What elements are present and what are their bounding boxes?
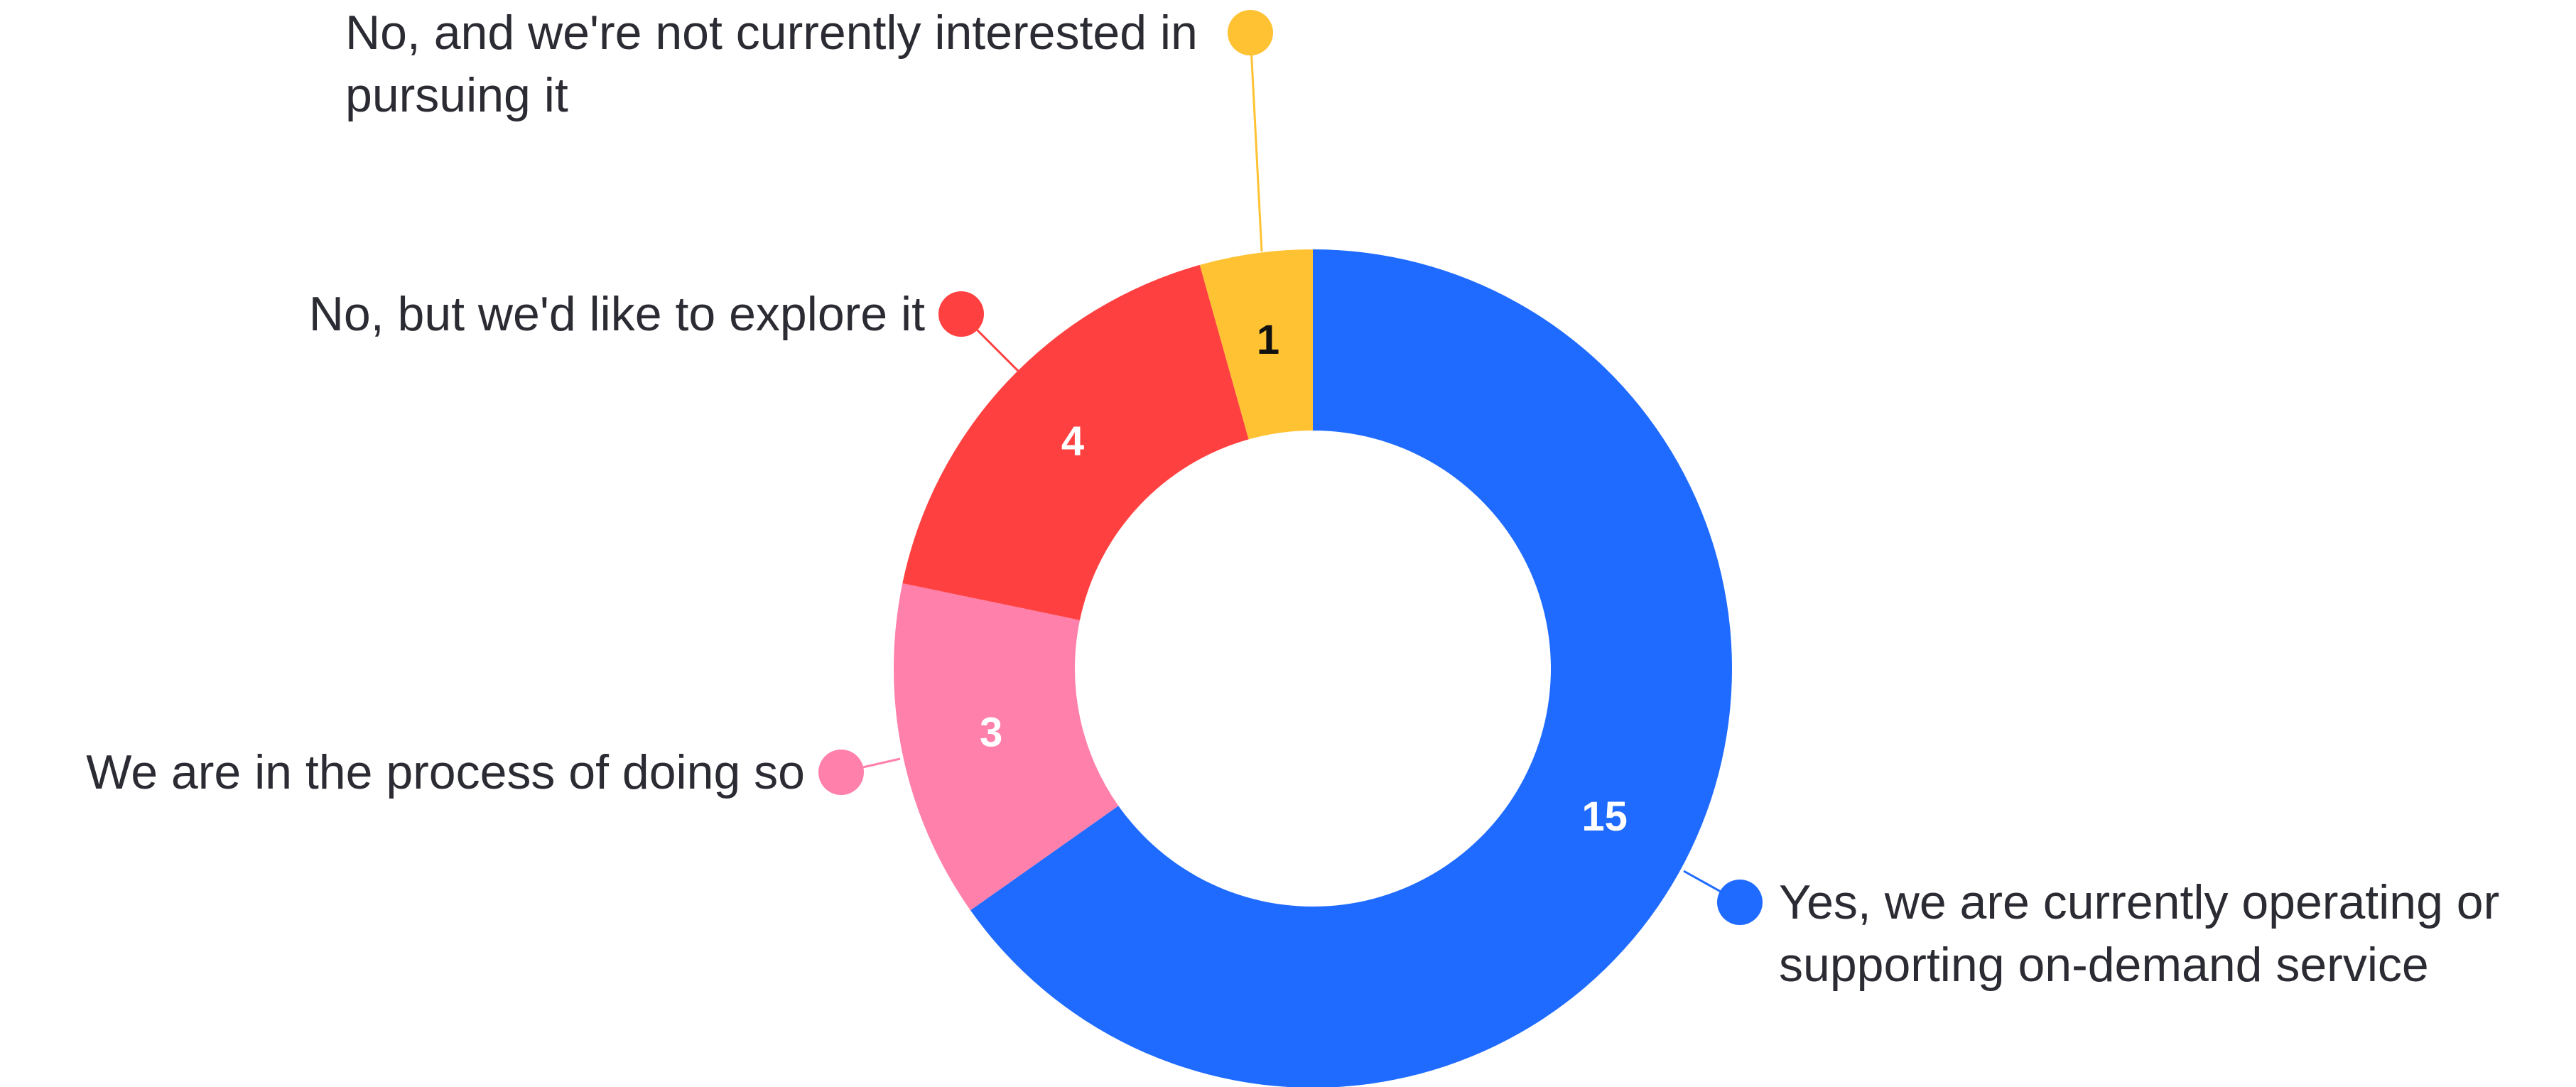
data-label: 15 (1581, 794, 1628, 840)
donut-slice (970, 249, 1733, 1087)
donut-slice (1199, 249, 1313, 440)
category-label: We are in the process of doing so (86, 745, 805, 799)
data-label: 3 (980, 709, 1002, 755)
data-label: 4 (1061, 418, 1084, 465)
donut-slice (894, 583, 1119, 911)
data-label: 1 (1257, 317, 1279, 363)
donut-slice (902, 264, 1249, 620)
legend-dot (1228, 10, 1273, 55)
category-label: No, and we're not currently interested i… (345, 6, 1198, 122)
category-label: Yes, we are currently operating or suppo… (1779, 875, 2500, 992)
category-label: No, but we'd like to explore it (308, 287, 925, 341)
legend-dot (938, 291, 984, 337)
legend-dot (818, 750, 864, 795)
leader-line (1249, 32, 1263, 252)
legend-dot (1717, 880, 1763, 925)
